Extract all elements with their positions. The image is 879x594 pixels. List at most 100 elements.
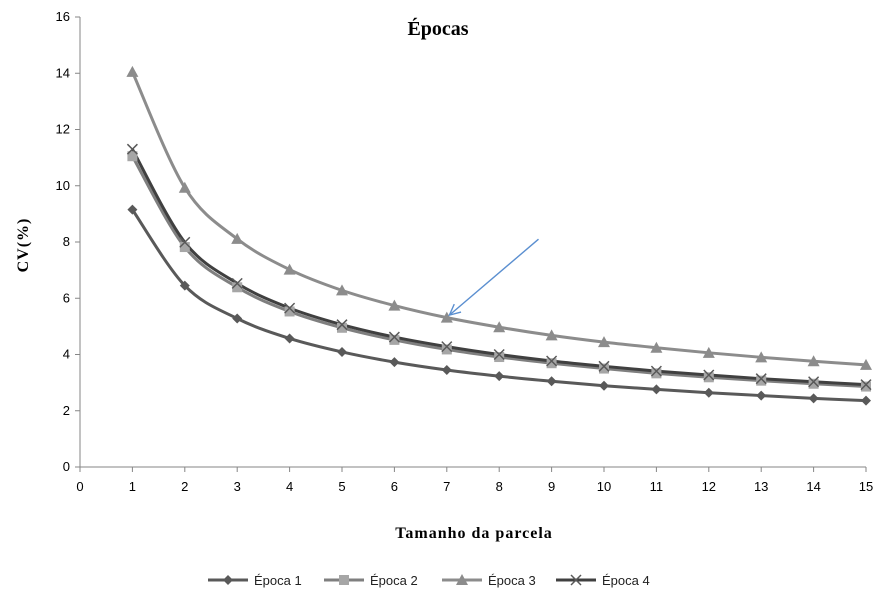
data-point-series-4 [546, 355, 558, 367]
data-point-series-2 [599, 363, 609, 374]
series-line-4 [131, 148, 867, 387]
y-tick-label: 0 [63, 459, 70, 474]
x-tick-label: 2 [181, 479, 188, 494]
x-tick-label: 5 [338, 479, 345, 494]
legend-item-1: Época 1 [208, 573, 302, 588]
legend: Época 1 Época 2 Época 3 Época 4 [208, 573, 650, 588]
data-point-series-3 [807, 355, 820, 367]
data-point-series-2 [808, 378, 819, 389]
data-point-series-3 [440, 311, 453, 323]
y-tick-label: 6 [63, 290, 70, 305]
x-axis-label: Tamanho da parcela [395, 525, 553, 542]
data-point-series-3 [755, 351, 768, 363]
legend-item-3: Época 3 [442, 573, 536, 588]
data-point-series-1 [861, 395, 871, 406]
legend-label: Época 3 [488, 573, 536, 588]
x-tick-label: 4 [286, 479, 293, 494]
data-point-series-2 [756, 375, 767, 386]
x-tick-label: 15 [859, 479, 873, 494]
y-tick-label: 2 [63, 403, 70, 418]
x-tick-label: 10 [597, 479, 611, 494]
legend-item-4: Época 4 [556, 573, 650, 588]
series-lines [131, 71, 867, 403]
data-point-series-4 [284, 302, 296, 314]
data-point-series-3 [388, 299, 401, 311]
legend-label: Época 2 [370, 573, 418, 588]
data-point-series-3 [545, 329, 558, 341]
legend-label: Época 4 [602, 573, 650, 588]
data-point-series-2 [179, 242, 190, 253]
data-point-series-1 [599, 380, 609, 391]
legend-marker [223, 575, 233, 585]
y-tick-label: 12 [56, 122, 70, 137]
x-tick-label: 9 [548, 479, 555, 494]
data-point-series-4 [493, 348, 505, 361]
data-point-series-2 [127, 151, 138, 162]
data-point-series-1 [494, 371, 505, 382]
y-tick-label: 16 [56, 9, 70, 24]
series-markers [126, 65, 872, 406]
legend-label: Época 1 [254, 573, 302, 588]
data-point-series-1 [441, 364, 452, 375]
data-point-series-4 [598, 360, 610, 372]
data-point-series-4 [441, 341, 453, 353]
annotations [448, 238, 539, 317]
data-point-series-4 [808, 376, 820, 388]
data-point-series-2 [861, 381, 871, 392]
y-tick-label: 8 [63, 234, 70, 249]
legend-item-2: Época 2 [324, 573, 418, 588]
annotation-arrowhead [448, 303, 462, 317]
data-point-series-1 [703, 387, 714, 398]
data-point-series-2 [389, 334, 400, 345]
data-point-series-2 [232, 282, 243, 293]
data-point-series-3 [702, 346, 715, 358]
data-point-series-1 [546, 376, 557, 387]
data-point-series-4 [703, 369, 715, 381]
data-point-series-2 [441, 344, 452, 355]
legend-marker [570, 574, 582, 586]
data-point-series-3 [283, 263, 296, 275]
legend-marker [339, 575, 349, 585]
data-point-series-1 [337, 346, 347, 357]
y-tick-label: 4 [63, 347, 70, 362]
annotation-arrow [448, 238, 539, 316]
x-tick-label: 1 [129, 479, 136, 494]
data-point-series-3 [336, 284, 348, 296]
data-point-series-1 [179, 280, 190, 291]
data-point-series-3 [493, 321, 506, 333]
data-point-series-2 [284, 306, 295, 317]
data-point-series-3 [650, 341, 663, 353]
x-tick-label: 11 [650, 479, 664, 494]
data-point-series-1 [808, 393, 819, 404]
x-tick-label: 13 [754, 479, 768, 494]
x-tick-label: 6 [391, 479, 398, 494]
data-point-series-1 [389, 357, 400, 368]
data-point-series-1 [284, 333, 295, 344]
x-tick-label: 12 [702, 479, 716, 494]
x-tick-label: 3 [234, 479, 241, 494]
data-point-series-3 [178, 181, 191, 193]
data-point-series-2 [337, 322, 347, 333]
data-point-series-1 [127, 204, 138, 215]
y-tick-label: 10 [56, 178, 70, 193]
data-point-series-2 [703, 372, 714, 383]
series-line-2 [131, 155, 867, 389]
chart-title: Épocas [407, 17, 468, 40]
legend-marker [456, 574, 468, 585]
data-point-series-2 [651, 368, 662, 379]
data-point-series-4 [650, 365, 662, 377]
data-point-series-1 [651, 384, 662, 395]
data-point-series-4 [755, 373, 767, 385]
x-tick-label: 14 [806, 479, 820, 494]
data-point-series-3 [231, 232, 244, 244]
data-point-series-3 [598, 336, 610, 348]
x-tick-label: 0 [76, 479, 83, 494]
data-point-series-4 [231, 277, 243, 289]
y-tick-label: 14 [56, 65, 70, 80]
x-tick-label: 7 [443, 479, 450, 494]
y-axis-label: CV(%) [15, 218, 32, 273]
data-point-series-3 [126, 65, 139, 77]
data-point-series-2 [494, 352, 505, 363]
